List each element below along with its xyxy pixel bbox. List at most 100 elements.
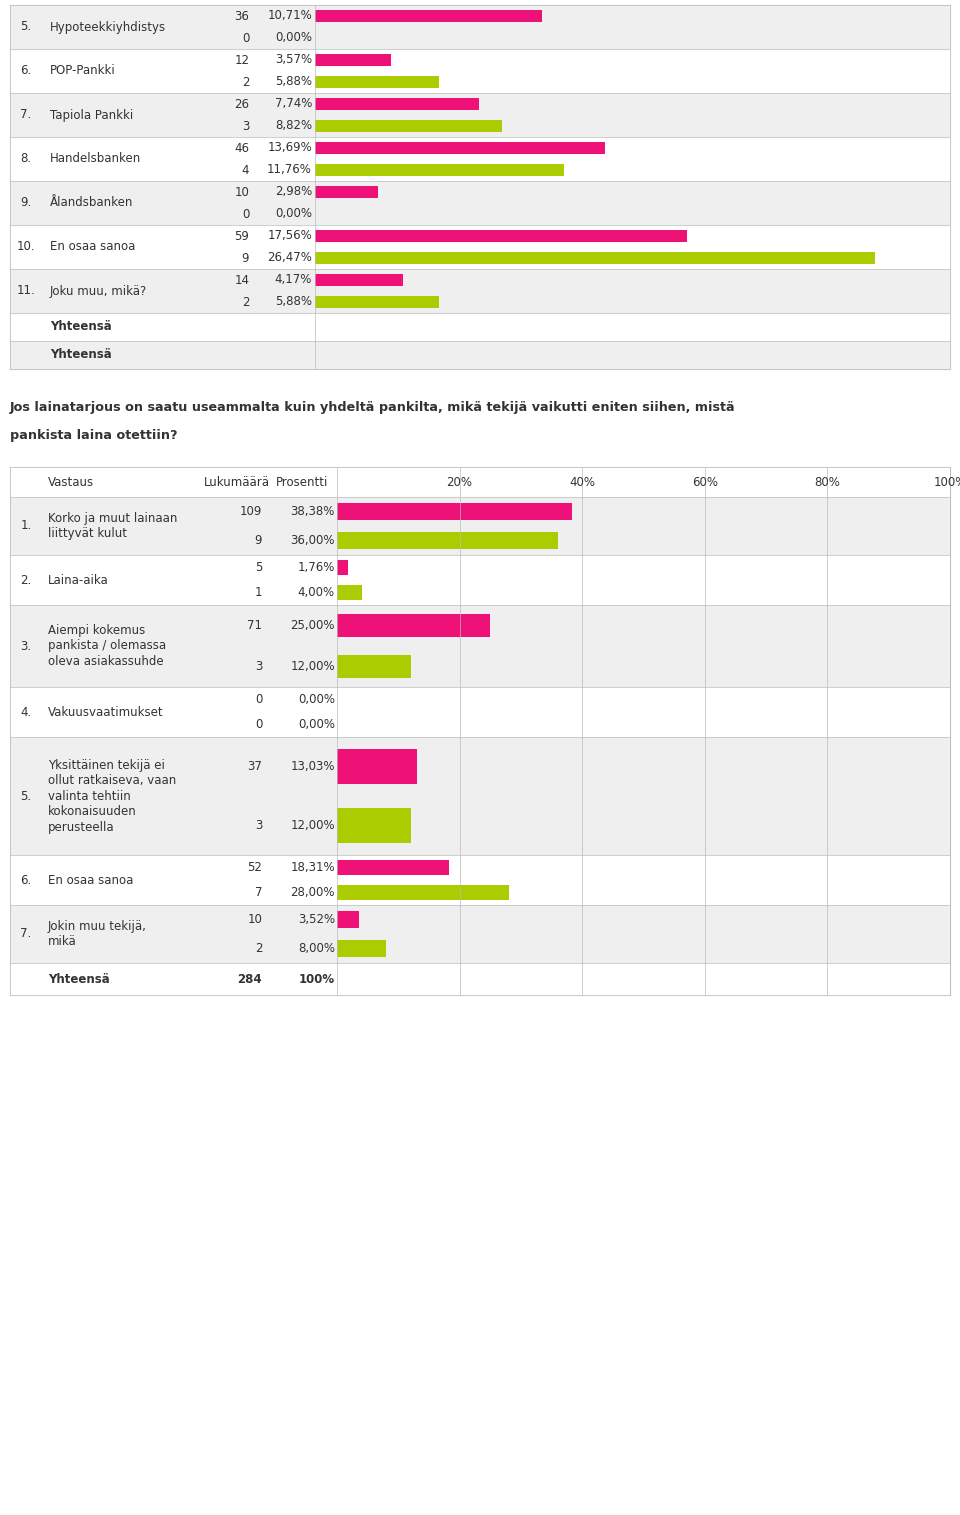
Text: 40%: 40% [569, 476, 595, 488]
Text: 2: 2 [242, 295, 250, 309]
Text: 0: 0 [254, 692, 262, 706]
Text: 3: 3 [254, 820, 262, 832]
Text: liittyvät kulut: liittyvät kulut [48, 527, 127, 541]
Text: Lukumäärä: Lukumäärä [204, 476, 270, 488]
Text: 7.: 7. [20, 109, 32, 121]
Text: 6.: 6. [20, 65, 32, 77]
Text: 7,74%: 7,74% [275, 97, 312, 111]
Text: Handelsbanken: Handelsbanken [50, 153, 141, 165]
Text: 2: 2 [254, 942, 262, 954]
Text: 0,00%: 0,00% [298, 692, 335, 706]
Text: 100%: 100% [933, 476, 960, 488]
Text: 14: 14 [234, 274, 250, 286]
Text: 0,00%: 0,00% [275, 32, 312, 44]
Text: 52: 52 [248, 861, 262, 874]
Text: 25,00%: 25,00% [290, 620, 335, 632]
Text: 10,71%: 10,71% [267, 9, 312, 23]
Text: 59: 59 [234, 229, 250, 242]
Text: 7.: 7. [20, 927, 32, 941]
Text: 17,56%: 17,56% [267, 229, 312, 242]
Text: 38,38%: 38,38% [291, 504, 335, 518]
Text: 46: 46 [234, 141, 250, 155]
Text: 3,52%: 3,52% [298, 914, 335, 926]
Text: Aiempi kokemus: Aiempi kokemus [48, 624, 145, 636]
Text: Korko ja muut lainaan: Korko ja muut lainaan [48, 512, 178, 524]
Text: Hypoteekkiyhdistys: Hypoteekkiyhdistys [50, 21, 166, 33]
Text: perusteella: perusteella [48, 821, 114, 833]
Text: valinta tehtiin: valinta tehtiin [48, 789, 131, 803]
Text: 8,82%: 8,82% [275, 120, 312, 132]
Text: 3: 3 [242, 120, 250, 132]
Text: 0: 0 [242, 32, 250, 44]
Text: 8,00%: 8,00% [298, 942, 335, 954]
Text: En osaa sanoa: En osaa sanoa [50, 241, 135, 253]
Text: Yksittäinen tekijä ei: Yksittäinen tekijä ei [48, 759, 165, 771]
Text: 71: 71 [248, 620, 262, 632]
Text: 10.: 10. [16, 241, 36, 253]
Text: 9: 9 [242, 251, 250, 265]
Text: 3,57%: 3,57% [275, 53, 312, 67]
Text: pankista laina otettiin?: pankista laina otettiin? [10, 429, 178, 441]
Text: POP-Pankki: POP-Pankki [50, 65, 116, 77]
Text: mikä: mikä [48, 935, 77, 948]
Text: oleva asiakassuhde: oleva asiakassuhde [48, 654, 163, 668]
Text: 5.: 5. [20, 21, 32, 33]
Text: 4,17%: 4,17% [275, 274, 312, 286]
Text: Ålandsbanken: Ålandsbanken [50, 197, 133, 209]
Text: 9: 9 [254, 533, 262, 547]
Text: 13,03%: 13,03% [290, 761, 335, 773]
Text: 3.: 3. [20, 639, 32, 653]
Text: 0,00%: 0,00% [275, 208, 312, 221]
Text: ollut ratkaiseva, vaan: ollut ratkaiseva, vaan [48, 774, 177, 786]
Text: 6.: 6. [20, 874, 32, 886]
Text: 36,00%: 36,00% [290, 533, 335, 547]
Text: 60%: 60% [692, 476, 718, 488]
Text: 36: 36 [234, 9, 250, 23]
Text: 1.: 1. [20, 520, 32, 532]
Text: 80%: 80% [814, 476, 840, 488]
Text: 100%: 100% [299, 973, 335, 985]
Text: 1: 1 [254, 586, 262, 598]
Text: Yhteensä: Yhteensä [48, 973, 109, 985]
Text: 3: 3 [254, 661, 262, 673]
Text: 10: 10 [234, 185, 250, 198]
Text: 109: 109 [240, 504, 262, 518]
Text: 0: 0 [242, 208, 250, 221]
Text: Vastaus: Vastaus [48, 476, 94, 488]
Text: 26: 26 [234, 97, 250, 111]
Text: 5,88%: 5,88% [275, 295, 312, 309]
Text: Jos lainatarjous on saatu useammalta kuin yhdeltä pankilta, mikä tekijä vaikutti: Jos lainatarjous on saatu useammalta kui… [10, 400, 735, 414]
Text: pankista / olemassa: pankista / olemassa [48, 639, 166, 653]
Text: 13,69%: 13,69% [267, 141, 312, 155]
Text: Laina-aika: Laina-aika [48, 574, 108, 586]
Text: 8.: 8. [20, 153, 32, 165]
Text: En osaa sanoa: En osaa sanoa [48, 874, 133, 886]
Text: 284: 284 [237, 973, 262, 985]
Text: 20%: 20% [446, 476, 472, 488]
Text: 4.: 4. [20, 706, 32, 718]
Text: Vakuusvaatimukset: Vakuusvaatimukset [48, 706, 163, 718]
Text: 26,47%: 26,47% [267, 251, 312, 265]
Text: 4,00%: 4,00% [298, 586, 335, 598]
Text: 2.: 2. [20, 574, 32, 586]
Text: 0,00%: 0,00% [298, 718, 335, 732]
Text: 11.: 11. [16, 285, 36, 297]
Text: Yhteensä: Yhteensä [50, 348, 111, 362]
Text: 7: 7 [254, 886, 262, 898]
Text: 37: 37 [248, 761, 262, 773]
Text: 12,00%: 12,00% [290, 820, 335, 832]
Text: 11,76%: 11,76% [267, 164, 312, 177]
Text: 1,76%: 1,76% [298, 561, 335, 574]
Text: Joku muu, mikä?: Joku muu, mikä? [50, 285, 147, 297]
Text: 2: 2 [242, 76, 250, 88]
Text: kokonaisuuden: kokonaisuuden [48, 804, 136, 818]
Text: 18,31%: 18,31% [290, 861, 335, 874]
Text: Jokin muu tekijä,: Jokin muu tekijä, [48, 920, 147, 933]
Text: 12: 12 [234, 53, 250, 67]
Text: Yhteensä: Yhteensä [50, 321, 111, 333]
Text: 28,00%: 28,00% [290, 886, 335, 898]
Text: 9.: 9. [20, 197, 32, 209]
Text: 5,88%: 5,88% [275, 76, 312, 88]
Text: Prosentti: Prosentti [276, 476, 328, 488]
Text: 12,00%: 12,00% [290, 661, 335, 673]
